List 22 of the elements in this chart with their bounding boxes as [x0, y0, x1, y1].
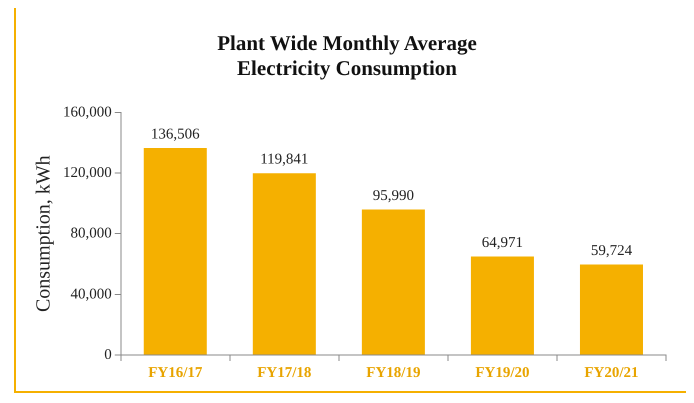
chart-title: Plant Wide Monthly Average Electricity Consumption [217, 31, 477, 80]
data-label: 136,506 [150, 126, 200, 142]
y-tick-label: 80,000 [70, 226, 112, 242]
x-tick-label: FY18/19 [366, 364, 420, 381]
bar [144, 148, 207, 354]
x-tick-label: FY19/20 [475, 364, 530, 381]
y-tick-label: 40,000 [70, 286, 112, 302]
bar [252, 173, 316, 354]
y-tick-label: 0 [104, 346, 112, 363]
y-axis-title: Consumption, kWh [32, 155, 54, 312]
data-label: 64,971 [482, 234, 524, 251]
bar [470, 256, 534, 354]
data-label: 119,841 [260, 152, 308, 168]
y-tick-label: 120,000 [63, 164, 112, 181]
y-tick-label: 160,000 [63, 104, 112, 120]
bar [580, 264, 643, 354]
x-tick-label: FY20/21 [584, 364, 639, 381]
bar [362, 209, 425, 354]
x-tick-label: FY16/17 [148, 364, 203, 381]
data-label: 59,724 [590, 242, 633, 259]
data-label: 95,990 [372, 188, 414, 204]
x-tick-label: FY17/18 [257, 364, 312, 381]
